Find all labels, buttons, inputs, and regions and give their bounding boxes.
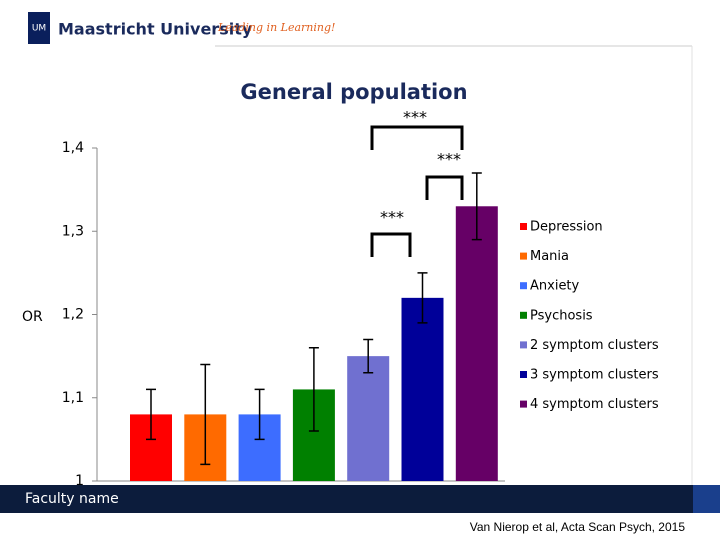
bar <box>455 206 498 481</box>
significance: *** <box>403 108 427 127</box>
legend-swatch <box>520 371 527 378</box>
error-bar <box>471 172 482 241</box>
error-bar <box>363 338 374 374</box>
legend-swatch <box>520 223 527 230</box>
bracket <box>425 175 464 200</box>
tagline: Leading in Learning! <box>217 21 335 34</box>
legend-label: 3 symptom clusters <box>530 368 659 383</box>
legend-swatch <box>520 341 527 349</box>
significance: *** <box>380 208 404 227</box>
brand: Maastricht University <box>58 20 253 39</box>
legend-label: Anxiety <box>530 279 580 294</box>
y-tick-label: 1,3 <box>62 223 84 239</box>
y-tick-label: 1,1 <box>62 390 84 406</box>
y-axis-label: OR <box>22 309 43 325</box>
bracket <box>370 232 412 257</box>
plot: 1 1,1 1,2 1,3 1,4 Depression Mania Anxiety Psych… <box>62 140 659 489</box>
error-bar <box>200 363 211 466</box>
legend-label: 2 symptom clusters <box>530 338 659 353</box>
bracket <box>370 125 464 150</box>
legend-swatch <box>520 252 527 260</box>
significance: *** <box>437 150 461 169</box>
chart-title: General population <box>240 80 467 104</box>
logo-mark <box>28 12 50 44</box>
error-bar <box>146 388 156 441</box>
citation: Van Nierop et al, Acta Scan Psych, 2015 <box>470 520 686 534</box>
legend-label: Psychosis <box>530 308 593 323</box>
legend-swatch <box>520 282 527 290</box>
logo-letters: UM <box>32 24 46 34</box>
legend-label: Depression <box>530 220 603 235</box>
legend-label: Mania <box>530 249 569 264</box>
faculty: Faculty name <box>25 491 119 507</box>
footer-bar <box>0 485 720 513</box>
error-bar <box>254 388 265 441</box>
error-bar <box>308 347 319 432</box>
legend-label: 4 symptom clusters <box>530 397 659 412</box>
y-tick-label: 1,4 <box>62 140 84 156</box>
y-tick-label: 1 <box>75 473 84 489</box>
legend-swatch <box>520 311 527 319</box>
error-bar <box>417 272 428 324</box>
bar <box>401 297 444 481</box>
legend-swatch <box>520 400 527 408</box>
bar <box>347 356 390 481</box>
footer-accent <box>693 485 720 513</box>
y-tick-label: 1,2 <box>62 307 84 323</box>
